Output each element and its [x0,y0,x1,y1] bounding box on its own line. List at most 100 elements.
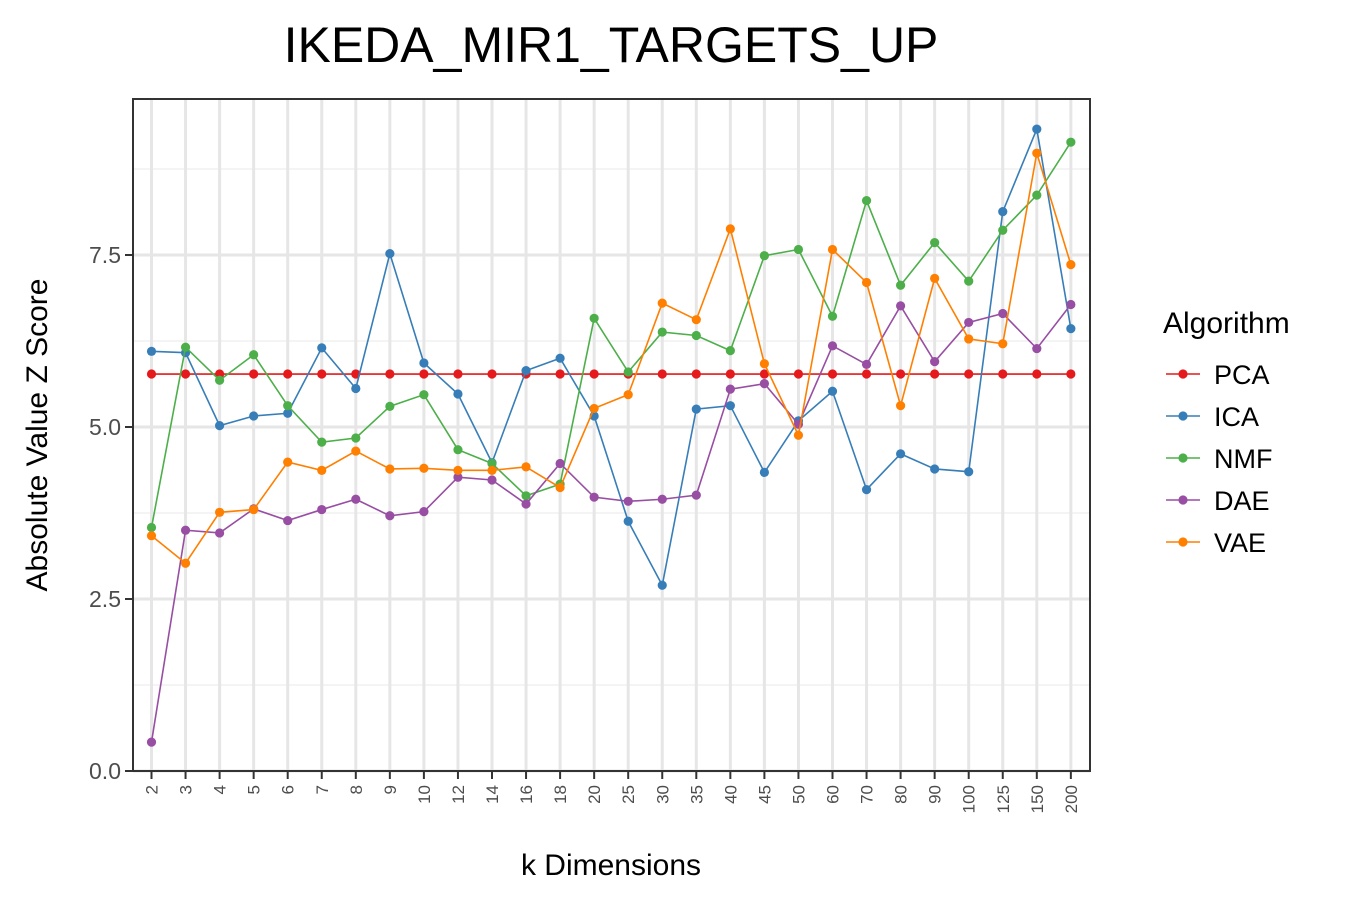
x-tick-label: 40 [721,785,740,804]
data-point-pca [146,369,157,379]
data-point-pca [317,369,327,379]
x-tick-label: 200 [1062,785,1081,813]
data-point-ica [691,404,701,414]
data-point-vae [896,401,906,411]
x-tick-label: 70 [858,785,877,804]
data-point-dae [691,490,701,500]
data-point-vae [215,507,225,517]
data-point-dae [555,458,565,469]
data-point-dae [657,494,667,504]
data-point-nmf [827,311,838,321]
series-group [146,124,1076,747]
data-point-dae [964,317,974,328]
data-point-ica [555,353,565,363]
data-point-vae [419,463,429,473]
data-point-vae [521,462,531,472]
legend-point-dae [1178,495,1188,505]
data-point-nmf [351,433,361,443]
data-point-dae [589,492,599,502]
data-point-dae [180,525,191,535]
data-point-pca [589,369,599,379]
data-point-pca [759,369,770,379]
x-tick-label: 5 [245,785,264,794]
data-point-vae [623,390,633,400]
data-point-ica [827,386,838,396]
data-point-pca [555,369,565,379]
data-point-pca [725,369,735,379]
data-point-dae [351,494,361,504]
series-line-ica [151,126,1072,588]
x-tick-label: 20 [585,785,604,804]
legend-label-nmf: NMF [1214,444,1272,474]
data-point-vae [861,277,872,288]
data-point-pca [998,369,1008,379]
data-point-nmf [385,401,395,411]
x-tick-label: 90 [926,785,945,804]
x-tick-label: 16 [517,785,536,804]
data-point-ica [998,207,1008,217]
data-point-nmf [317,437,327,447]
x-tick-label: 7 [313,785,332,794]
legend-title: Algorithm [1163,307,1290,340]
data-point-nmf [419,390,429,400]
data-point-ica [249,411,259,421]
data-point-nmf [1032,190,1042,200]
data-point-nmf [657,327,667,337]
y-tick-label: 0.0 [89,758,121,784]
data-point-ica [283,408,293,418]
data-point-pca [180,369,191,379]
x-tick-label: 25 [619,785,638,804]
data-point-ica [657,580,667,590]
series-line-vae [150,152,1072,565]
data-point-nmf [998,225,1008,235]
x-tick-label: 2 [143,785,162,794]
x-axis-label: k Dimensions [521,849,701,882]
legend-label-pca: PCA [1214,360,1270,390]
x-tick-label: 150 [1028,785,1047,813]
x-tick-label: 125 [994,785,1013,813]
data-point-vae [249,504,259,515]
data-point-pca [930,369,940,379]
data-point-pca [385,369,395,379]
data-point-vae [998,339,1008,349]
data-point-nmf [146,522,157,533]
data-point-nmf [487,458,497,469]
x-tick-label: 3 [177,785,196,794]
data-point-ica [215,421,225,431]
data-point-vae [691,315,701,325]
data-point-dae [283,515,293,526]
data-point-nmf [180,342,191,352]
data-point-nmf [283,401,293,411]
data-point-ica [930,464,940,474]
data-point-ica [1032,124,1042,134]
data-point-pca [1066,369,1076,379]
data-point-ica [896,449,906,459]
y-axis-label: Absolute Value Z Score [21,279,54,592]
data-point-nmf [896,280,906,290]
data-point-vae [180,558,191,568]
data-point-vae [1032,148,1042,158]
data-point-pca [793,369,804,379]
y-tick-label: 2.5 [89,586,121,612]
data-point-ica [146,346,157,356]
x-tick-label: 8 [347,785,366,794]
data-point-dae [827,341,838,351]
data-point-ica [317,343,327,353]
data-point-dae [1032,343,1042,354]
x-tick-label: 100 [960,785,979,813]
y-tick-label: 7.5 [89,242,121,268]
data-point-ica [419,358,429,368]
data-point-dae [419,507,429,517]
data-point-pca [283,369,293,379]
x-tick-label: 80 [892,785,911,804]
data-point-vae [351,446,361,456]
data-point-dae [385,511,395,521]
data-point-dae [759,379,770,389]
data-point-vae [555,482,565,493]
legend-point-vae [1178,537,1188,547]
axes: 0.02.55.07.52 3 4 5 6 7 8 9 10 12 14 16 18 20 25 30 35 40… [89,242,1081,813]
data-point-nmf [793,244,804,255]
data-point-vae [759,359,770,369]
x-tick-label: 14 [483,785,502,804]
